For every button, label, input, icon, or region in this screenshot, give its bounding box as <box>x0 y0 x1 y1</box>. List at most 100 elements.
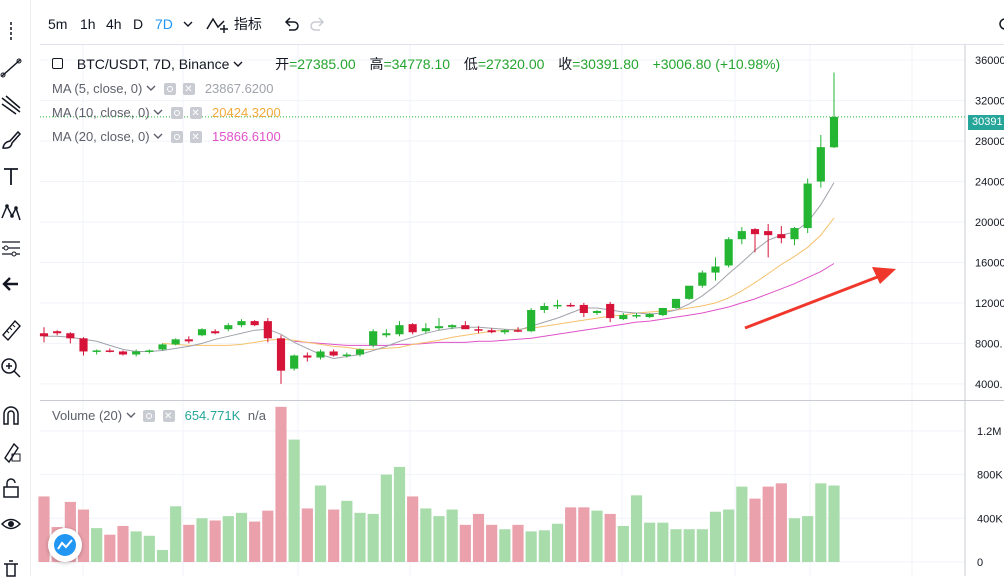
interval-1d[interactable]: D <box>133 16 144 32</box>
volume-bar <box>486 524 498 562</box>
eye-icon[interactable] <box>0 512 22 536</box>
remove-icon[interactable] <box>190 129 203 147</box>
price-axis-label: 8000. <box>975 338 1003 350</box>
zoom-in-icon[interactable] <box>0 356 22 380</box>
volume-bar <box>670 529 682 562</box>
last-price-tag: 30391 <box>968 115 1004 130</box>
candle-body <box>711 266 720 273</box>
pane-separator[interactable] <box>40 400 1004 401</box>
candle-body <box>145 350 154 352</box>
close-value: 30391.80 <box>580 56 639 72</box>
chevron-down-icon[interactable] <box>146 82 156 94</box>
volume-bar <box>420 508 432 562</box>
prediction-icon[interactable] <box>0 236 22 260</box>
volume-bar <box>235 512 248 562</box>
visibility-icon[interactable] <box>143 410 156 422</box>
visibility-icon[interactable] <box>170 107 183 119</box>
crosshair-icon[interactable] <box>0 20 22 44</box>
indicators-button[interactable]: 指标 <box>206 14 262 34</box>
ruler-icon[interactable] <box>0 318 22 342</box>
open-label: 开 <box>275 56 290 72</box>
redo-icon[interactable] <box>310 14 326 39</box>
volume-bar <box>170 506 182 562</box>
volume-bar <box>407 496 419 562</box>
candle-body <box>540 305 549 310</box>
trend-line-icon[interactable] <box>0 56 22 80</box>
volume-bar <box>380 474 392 562</box>
candle-body <box>276 338 286 371</box>
indicators-label: 指标 <box>233 16 262 32</box>
back-arrow-icon[interactable] <box>0 272 22 296</box>
remove-icon[interactable] <box>162 408 175 426</box>
interval-4h[interactable]: 4h <box>106 16 122 32</box>
chevron-down-icon[interactable] <box>126 409 136 421</box>
candle-body <box>579 304 588 314</box>
volume-bar <box>696 529 708 562</box>
go-to-realtime-button[interactable] <box>48 528 82 562</box>
low-label: 低 <box>463 56 478 72</box>
candle-body <box>53 331 62 334</box>
candle-body <box>395 325 404 335</box>
undo-icon[interactable] <box>283 14 299 39</box>
candle-body <box>553 304 562 307</box>
settings-icon[interactable] <box>998 14 1004 39</box>
chevron-down-icon[interactable] <box>153 106 163 118</box>
candle-body <box>658 307 667 316</box>
ma20-label: MA (20, close, 0) <box>52 129 150 144</box>
volume-bar <box>288 439 300 562</box>
volume-bar <box>183 524 195 562</box>
close-label: 收 <box>558 56 573 72</box>
visibility-icon[interactable] <box>163 83 176 95</box>
pitchfork-icon[interactable] <box>0 92 22 116</box>
pattern-icon[interactable] <box>0 200 22 224</box>
volume-bar <box>788 518 801 562</box>
volume-bar <box>604 513 616 562</box>
volume-bar <box>354 512 366 562</box>
volume-bar <box>117 525 129 562</box>
candle-body <box>592 311 602 314</box>
remove-icon[interactable] <box>190 105 203 123</box>
volume-bar <box>775 483 787 562</box>
lock-icon[interactable] <box>0 476 22 500</box>
candle-body <box>750 229 760 235</box>
ma10-value: 20424.3200 <box>212 105 281 120</box>
interval-1h[interactable]: 1h <box>80 16 96 32</box>
volume-bar <box>525 531 537 562</box>
chevron-down-icon[interactable] <box>153 130 163 142</box>
ma5-legend[interactable]: MA (5, close, 0) 23867.6200 <box>52 80 274 99</box>
candle-body <box>408 324 417 333</box>
ma10-legend[interactable]: MA (10, close, 0) 20424.3200 <box>52 104 281 123</box>
candle-body <box>816 147 825 182</box>
volume-bar <box>341 500 353 562</box>
candle-body <box>500 330 509 333</box>
interval-5m[interactable]: 5m <box>48 16 68 32</box>
volume-bar <box>156 549 169 562</box>
candle-body <box>290 355 299 369</box>
remove-icon[interactable] <box>183 81 196 99</box>
volume-bar <box>301 508 313 562</box>
symbol-chevron-icon[interactable] <box>233 58 243 70</box>
volume-bar <box>249 521 261 562</box>
candle-body <box>263 321 272 339</box>
magnet-icon[interactable] <box>0 404 22 428</box>
candle-body <box>250 321 259 326</box>
lock-drawings-icon[interactable] <box>0 440 22 464</box>
text-tool-icon[interactable] <box>0 164 22 188</box>
ma20-legend[interactable]: MA (20, close, 0) 15866.6100 <box>52 128 281 147</box>
interval-dropdown-chevron-icon[interactable] <box>183 14 193 39</box>
candle-body <box>724 239 733 266</box>
interval-7d[interactable]: 7D <box>155 16 173 32</box>
symbol-title[interactable]: BTC/USDT, 7D, Binance <box>76 56 230 72</box>
change-value: +3006.80 (+10.98%) <box>652 56 781 72</box>
candle-body <box>474 329 483 331</box>
volume-bar <box>196 518 208 562</box>
volume-value: 654.771K <box>184 408 241 423</box>
visibility-icon[interactable] <box>170 131 183 143</box>
volume-bar <box>262 510 274 562</box>
annotation-arrow-head <box>872 267 896 284</box>
collapse-icon[interactable] <box>52 58 63 69</box>
volume-legend[interactable]: Volume (20) 654.771K n/a <box>52 407 266 426</box>
candle-body <box>829 116 839 148</box>
brush-icon[interactable] <box>0 128 22 152</box>
